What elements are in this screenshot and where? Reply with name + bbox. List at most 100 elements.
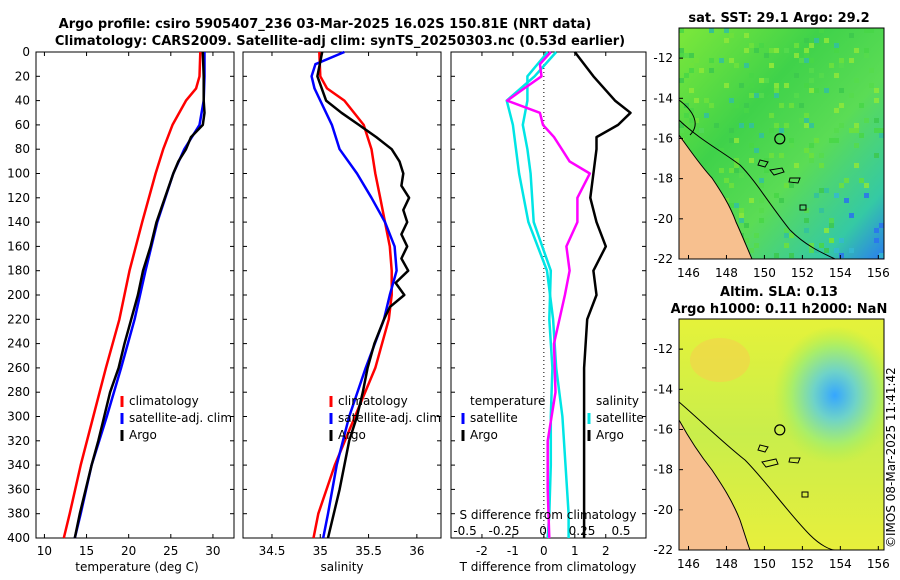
sst-cell	[729, 128, 734, 133]
y-tick-label: 340	[7, 458, 30, 472]
figure-title-line2: Climatology: CARS2009. Satellite-adj cli…	[55, 34, 625, 49]
sst-cell	[784, 228, 789, 233]
sst-cell	[799, 103, 804, 108]
temperature-panel: 0 20 40 60 80 100 120 140 160 180 200 220 240 260 280 3…	[7, 45, 235, 574]
sst-cell	[869, 83, 874, 88]
sst-cell	[689, 118, 694, 123]
sst-cell	[829, 238, 834, 243]
temperature-ticks: 0 20 40 60 80 100 120 140 160 180 200 220 240 260 280 3…	[7, 45, 234, 558]
sst-cell	[699, 68, 704, 73]
sst-cell	[679, 48, 684, 53]
sst-cell	[754, 148, 759, 153]
sst-cell	[739, 213, 744, 218]
sst-cell	[834, 193, 839, 198]
sst-cell	[874, 228, 879, 233]
sst-cell	[824, 188, 829, 193]
map-y-tick-label: -12	[653, 342, 673, 356]
sst-cell	[814, 88, 819, 93]
sst-cell	[774, 193, 779, 198]
sst-cell	[724, 28, 729, 33]
sst-cell	[779, 198, 784, 203]
x-tick-label: 35.5	[355, 544, 382, 558]
sst-cell	[779, 103, 784, 108]
sst-cell	[739, 208, 744, 213]
map-x-tick-label: 146	[677, 266, 700, 280]
sst-cell	[764, 53, 769, 58]
sst-cell	[849, 248, 854, 253]
difference-series	[505, 51, 632, 539]
sst-cell	[874, 98, 879, 103]
top-x-tick-label: 0.5	[611, 524, 630, 538]
y-tick-label: 220	[7, 312, 30, 326]
sst-cell	[794, 53, 799, 58]
series-line-satellite-adj-clim	[73, 52, 206, 539]
sst-cell	[729, 183, 734, 188]
sst-cell	[729, 58, 734, 63]
sst-cell	[789, 103, 794, 108]
sst-cell	[859, 178, 864, 183]
sst-cell	[749, 123, 754, 128]
legend-label-argo: Argo	[129, 428, 157, 442]
sst-cell	[804, 228, 809, 233]
sst-cell	[819, 153, 824, 158]
sst-cell	[774, 48, 779, 53]
sst-cell	[759, 183, 764, 188]
sst-cell	[834, 73, 839, 78]
sst-cell	[804, 58, 809, 63]
sst-cell	[714, 123, 719, 128]
sst-cell	[734, 168, 739, 173]
sst-cell	[809, 78, 814, 83]
sst-cell	[774, 93, 779, 98]
sst-cell	[684, 53, 689, 58]
sst-cell	[809, 58, 814, 63]
sst-cell	[689, 53, 694, 58]
sst-cell	[809, 88, 814, 93]
y-tick-label: 200	[7, 288, 30, 302]
sst-cell	[804, 148, 809, 153]
sst-cell	[839, 103, 844, 108]
sst-cell	[789, 143, 794, 148]
sst-cell	[839, 58, 844, 63]
sst-cell	[879, 128, 884, 133]
x-tick-label: 20	[121, 544, 136, 558]
sst-cell	[679, 128, 684, 133]
sla-map-ticks: 146 148 150 152 154 156 -12 -14 -16 -18 -20 -22	[653, 342, 889, 571]
sst-cell	[774, 83, 779, 88]
sst-cell	[834, 248, 839, 253]
sst-cell	[864, 183, 869, 188]
sst-cell	[829, 218, 834, 223]
temperature-series	[62, 51, 206, 539]
sst-cell	[784, 183, 789, 188]
sst-cell	[769, 128, 774, 133]
legend-label-t-satellite: satellite	[470, 411, 518, 425]
sst-cell	[824, 38, 829, 43]
sst-cell	[874, 88, 879, 93]
sst-cell	[854, 123, 859, 128]
map-x-tick-label: 152	[791, 557, 814, 571]
difference-ticks: -2 -1 0 1 2	[451, 51, 646, 558]
sst-cell	[789, 253, 794, 258]
sst-cell	[879, 223, 884, 228]
sst-cell	[744, 108, 749, 113]
sst-cell	[684, 113, 689, 118]
sla-map-panel: Altim. SLA: 0.13 Argo h1000: 0.11 h2000:…	[653, 285, 889, 571]
sst-cell	[799, 58, 804, 63]
sst-cell	[809, 123, 814, 128]
sst-cell	[814, 248, 819, 253]
sst-cell	[809, 158, 814, 163]
map-y-tick-label: -22	[653, 543, 673, 557]
legend-title-temperature: temperature	[470, 394, 545, 408]
sst-cell	[829, 63, 834, 68]
sst-cell	[774, 253, 779, 258]
y-tick-label: 60	[15, 118, 30, 132]
sst-cell	[744, 63, 749, 68]
sst-cell	[749, 143, 754, 148]
sla-reefs	[757, 444, 809, 498]
sst-cell	[729, 98, 734, 103]
y-tick-label: 320	[7, 434, 30, 448]
sst-land	[679, 134, 753, 259]
sst-cell	[744, 238, 749, 243]
sst-cell	[784, 233, 789, 238]
sst-cell	[694, 98, 699, 103]
sst-cell	[849, 213, 854, 218]
